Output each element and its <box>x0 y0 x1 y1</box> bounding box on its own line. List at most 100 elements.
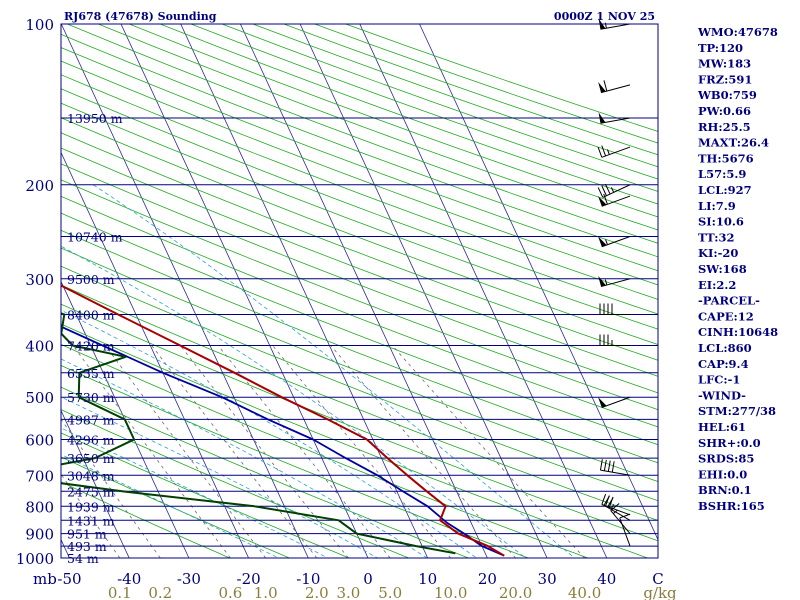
isotherm-line <box>240 24 488 558</box>
moist-adiabat-line <box>61 427 329 558</box>
temperature-axis-unit: C <box>652 570 663 588</box>
height-label: 1939 m <box>67 499 115 514</box>
wind-barb <box>598 193 631 207</box>
temperature-tick-label: -10 <box>296 570 320 588</box>
height-label: 8400 m <box>67 308 115 323</box>
sounding-index-item: EI:2.2 <box>698 278 736 292</box>
parcel-trace-line <box>61 325 505 557</box>
mixing-ratio-unit: g/kg <box>643 584 677 600</box>
moist-adiabat-line <box>92 184 576 558</box>
pressure-label: 800 <box>25 498 54 516</box>
sounding-index-item: MW:183 <box>698 57 751 71</box>
isotherm-line <box>359 24 608 558</box>
plot-frame <box>60 23 659 559</box>
sounding-index-item: CAP:9.4 <box>698 357 749 371</box>
chart-title: RJ678 (47678) Sounding <box>64 10 217 23</box>
wind-barb <box>599 334 630 347</box>
height-label: 493 m <box>67 539 107 554</box>
pressure-axis-label: mb <box>33 570 57 588</box>
dry-adiabat-line <box>61 343 590 558</box>
dry-adiabat-line <box>61 74 658 300</box>
height-label: 6535 m <box>67 366 115 381</box>
sounding-index-item: SRDS:85 <box>698 452 754 466</box>
sounding-index-item: WMO:47678 <box>697 25 778 39</box>
dry-adiabat-line <box>61 456 291 558</box>
mixing-ratio-label: 0.1 <box>108 584 132 600</box>
dry-adiabat-line <box>61 284 658 521</box>
sounding-index-item: EHI:0.0 <box>698 467 747 481</box>
dry-adiabat-line <box>61 132 658 361</box>
dry-adiabat-line <box>61 303 658 542</box>
dry-adiabat-line <box>61 47 658 272</box>
sounding-index-item: RH:25.5 <box>698 120 751 134</box>
temperature-tick-label: 20 <box>478 570 497 588</box>
sounding-index-item: STM:277/38 <box>698 404 776 418</box>
pressure-label: 600 <box>25 432 54 450</box>
wind-barb <box>599 303 630 316</box>
height-label: 1431 m <box>67 513 115 528</box>
mixing-ratio-label: 5.0 <box>378 584 402 600</box>
sounding-index-item: TP:120 <box>698 41 743 55</box>
pressure-label: 100 <box>25 16 54 34</box>
sounding-index-item: LFC:-1 <box>698 373 740 387</box>
sounding-index-item: -PARCEL- <box>698 294 760 308</box>
height-label: 3048 m <box>67 468 115 483</box>
temperature-tick-label: 30 <box>538 570 557 588</box>
dry-adiabat-line <box>61 323 649 558</box>
height-label: 5730 m <box>67 390 115 405</box>
pressure-label: 200 <box>25 177 54 195</box>
dry-adiabat-line <box>61 212 658 446</box>
temperature-tick-label: 0 <box>363 570 373 588</box>
height-label: 2475 m <box>67 484 115 499</box>
height-label: 10740 m <box>67 230 123 245</box>
wind-barb <box>598 80 631 94</box>
dry-adiabat-line <box>61 409 410 558</box>
temperature-tick-label: -40 <box>117 570 141 588</box>
wind-barb <box>603 495 631 521</box>
sounding-index-item: FRZ:591 <box>698 72 752 86</box>
moist-adiabat-line <box>61 245 527 558</box>
temperature-tick-label: -50 <box>57 570 81 588</box>
dry-adiabat-line <box>61 163 658 394</box>
wind-barb <box>619 513 631 547</box>
wind-barb <box>598 396 631 408</box>
isotherm-line <box>120 24 369 558</box>
pressure-label: 1000 <box>16 550 54 568</box>
dry-adiabat-line <box>61 386 470 558</box>
wind-barb <box>597 183 631 198</box>
sounding-index-item: L57:5.9 <box>698 167 746 181</box>
dry-adiabat-line <box>61 102 658 330</box>
dry-adiabat-line <box>61 88 658 315</box>
wind-barb <box>598 275 631 288</box>
sounding-index-item: LCL:927 <box>698 183 752 197</box>
sounding-index-item: KI:-20 <box>698 246 738 260</box>
height-label: 9500 m <box>67 272 115 287</box>
dry-adiabat-line <box>61 481 231 558</box>
mixing-ratio-axis-labels: 0.1 0.2 0.6 1.0 2.0 3.0 5.0 10.0 20.0 40.0 <box>108 584 601 600</box>
temperature-tick-label: 40 <box>597 570 616 588</box>
isotherm-line <box>61 24 309 558</box>
dry-adiabat-line <box>61 365 530 558</box>
mixing-ratio-label: 0.6 <box>218 584 242 600</box>
pressure-label: 900 <box>25 526 54 544</box>
wind-barb <box>598 112 631 124</box>
sounding-index-item: WB0:759 <box>697 88 757 102</box>
sounding-index-item: SHR+:0.0 <box>698 436 761 450</box>
temperature-tick-label: -20 <box>237 570 261 588</box>
height-label: 951 m <box>67 527 107 542</box>
mixing-ratio-label: 20.0 <box>499 584 532 600</box>
dry-adiabat-line <box>61 432 351 558</box>
temperature-axis-labels: -50 -40 -30 -20 -10 0 10 20 30 40 <box>57 570 616 588</box>
sounding-index-item: SW:168 <box>698 262 747 276</box>
pressure-axis-labels: 100 200 300 400 500 600 700 800 900 1000 <box>16 16 54 568</box>
profile-lines <box>61 284 505 557</box>
mixing-ratio-label: 10.0 <box>434 584 467 600</box>
mixing-ratio-label: 40.0 <box>568 584 601 600</box>
sounding-index-item: TT:32 <box>698 230 735 244</box>
temperature-tick-label: 10 <box>418 570 437 588</box>
sounding-index-item: TH:5676 <box>698 151 754 165</box>
sounding-index-item: MAXT:26.4 <box>698 136 769 150</box>
sounding-index-item: CAPE:12 <box>698 309 754 323</box>
temperature-line <box>61 284 505 557</box>
